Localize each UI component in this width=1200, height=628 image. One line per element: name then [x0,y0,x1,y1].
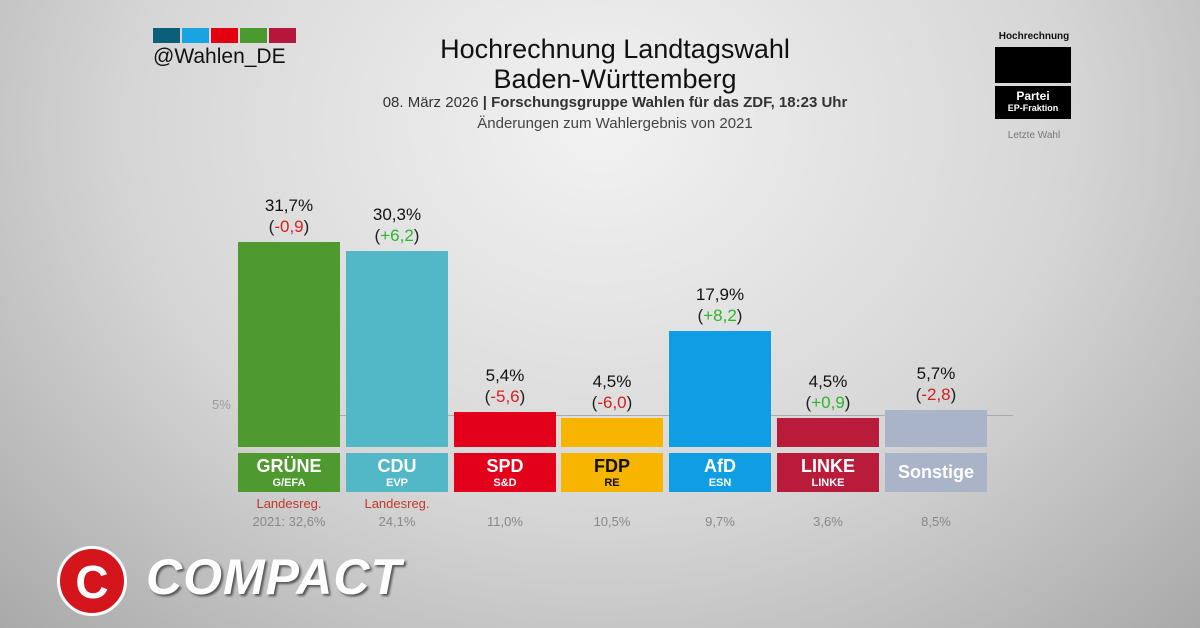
bar-2 [454,412,556,447]
bar-4 [669,331,771,447]
change-label: (+8,2) [697,306,743,326]
party-name: GRÜNE [256,456,322,476]
faction-name: G/EFA [272,477,306,489]
change-value: -5,6 [490,387,520,407]
title-line-2: Baden-Württemberg [493,64,737,94]
change-label: (-5,6) [484,387,526,407]
change-label: (+0,9) [805,392,851,412]
previous-result: 10,5% [593,514,631,529]
previous-result: 8,5% [921,514,951,529]
threshold-label: 5% [212,397,231,412]
swatch [211,28,238,43]
change-value: +8,2 [703,306,737,326]
legend-party-box: Partei EP-Fraktion [995,86,1071,119]
change-value: +6,2 [380,225,414,245]
swatch [182,28,209,43]
legend-party: Partei [1016,89,1050,103]
value-label: 30,3% [372,204,422,224]
legend-title: Hochrechnung [998,31,1070,42]
party-name: SPD [486,456,524,476]
change-label: (-6,0) [591,392,633,412]
party-name: Sonstige [897,462,974,482]
swatch [240,28,267,43]
subtitle-changes: Änderungen zum Wahlergebnis von 2021 [477,115,753,132]
change-value: +0,9 [811,392,845,412]
change-value: -6,0 [597,392,627,412]
value-label: 5,7% [916,364,956,384]
logo-letter: C [75,556,109,608]
source: Forschungsgruppe Wahlen für das ZDF, 18:… [491,94,848,111]
value-label: 17,9% [695,285,745,305]
subtitle-source: 08. März 2026 | Forschungsgruppe Wahlen … [300,94,930,111]
chart-title: Hochrechnung Landtagswahl Baden-Württemb… [300,34,930,94]
party-name: CDU [377,456,417,476]
party-label: GRÜNE G/EFA [238,453,340,492]
previous-result: 2021: 32,6% [252,514,326,529]
change-label: (-2,8) [915,385,957,405]
value-label: 4,5% [592,371,632,391]
separator: | [478,94,492,111]
previous-result: 3,6% [813,514,843,529]
faction-name: S&D [493,477,517,489]
swatch [153,28,180,43]
party-label: CDU EVP [346,453,448,492]
compact-logo-icon: C [57,546,127,616]
change-label: (-0,9) [268,216,310,236]
previous-result: 11,0% [487,514,523,529]
faction-name: LINKE [811,477,845,489]
bar-6 [885,410,987,447]
title-line-1: Hochrechnung Landtagswahl [440,34,790,64]
bar-5 [777,417,879,447]
legend-last-election: Letzte Wahl [1007,130,1061,141]
party-name: LINKE [801,456,855,476]
value-label: 31,7% [264,195,314,215]
faction-name: EVP [385,477,408,489]
party-label: Sonstige [885,453,987,492]
legend-faction: EP-Fraktion [1007,103,1059,113]
bar-1 [346,250,448,447]
value-label: 4,5% [808,371,848,391]
swatch [269,28,296,43]
change-label: (+6,2) [374,225,420,245]
government-label: Landesreg. [364,496,430,511]
faction-name: ESN [708,477,732,489]
previous-result: 24,1% [378,514,416,529]
twitter-handle: @Wahlen_DE [153,45,286,68]
faction-name: RE [604,477,620,489]
change-value: -2,8 [921,385,951,405]
date: 08. März 2026 [382,94,479,111]
bar-3 [561,417,663,447]
value-label: 5,4% [485,366,525,386]
party-label: LINKE LINKE [777,453,879,492]
bar-0 [238,241,340,447]
threshold-line [238,415,1013,416]
party-label: FDP RE [561,453,663,492]
government-label: Landesreg. [256,496,322,511]
party-label: AfD ESN [669,453,771,492]
party-name: FDP [594,456,630,476]
party-label: SPD S&D [454,453,556,492]
change-value: -0,9 [274,216,304,236]
compact-logo-text: COMPACT [146,549,403,605]
previous-result: 9,7% [705,514,735,529]
party-name: AfD [704,456,736,476]
legend-value-box [995,47,1071,83]
